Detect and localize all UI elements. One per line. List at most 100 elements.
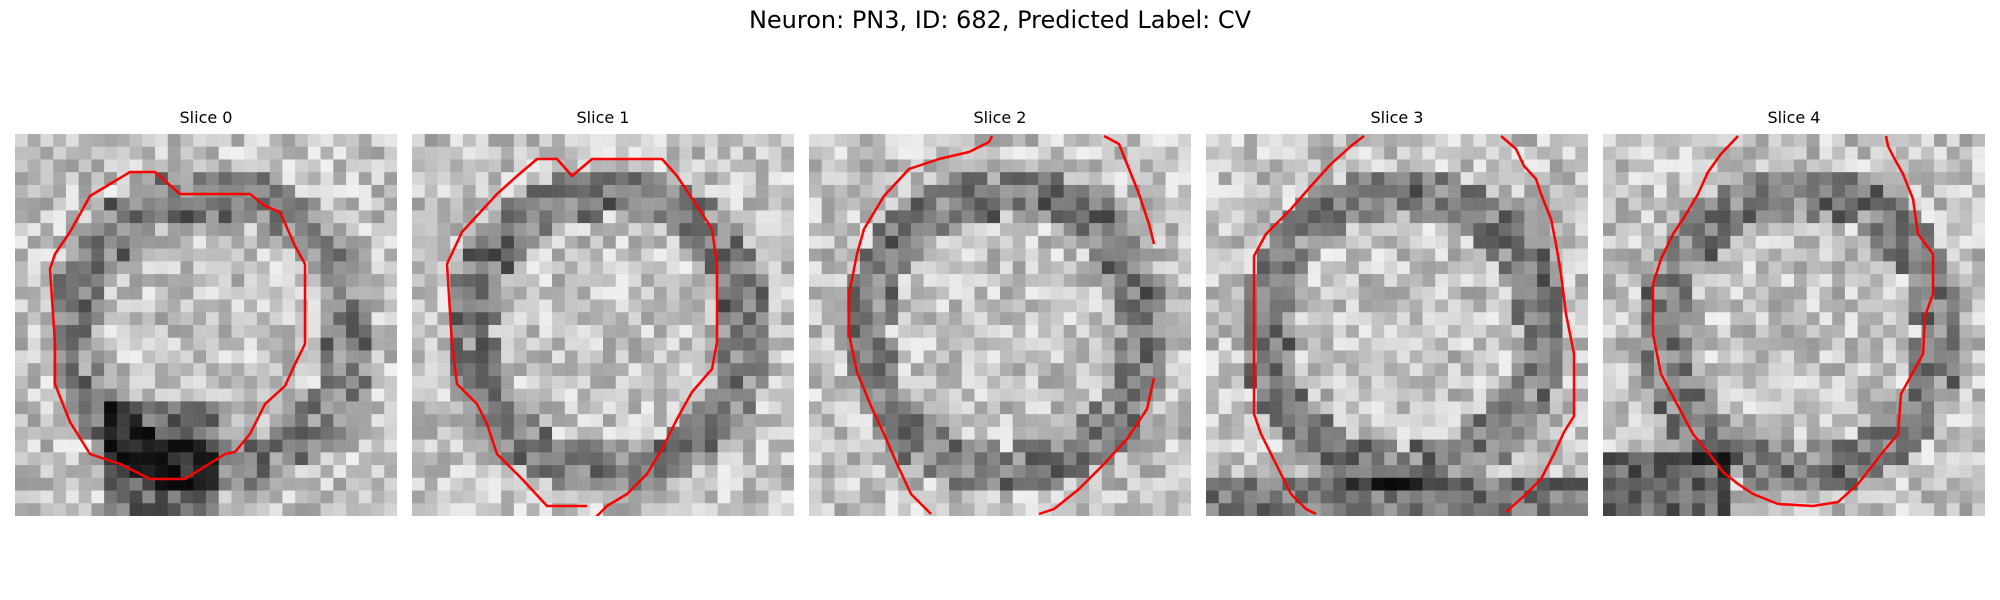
pixel-cell: [679, 159, 693, 173]
pixel-cell: [346, 325, 360, 339]
pixel-cell: [450, 184, 464, 198]
pixel-cell: [628, 363, 642, 377]
pixel-cell: [1628, 172, 1642, 186]
pixel-cell: [1346, 401, 1360, 415]
pixel-cell: [1447, 261, 1461, 275]
pixel-cell: [104, 363, 118, 377]
pixel-cell: [513, 388, 527, 402]
pixel-cell: [834, 134, 848, 148]
pixel-cell: [1486, 337, 1500, 351]
pixel-cell: [603, 235, 617, 249]
pixel-cell: [1256, 465, 1270, 479]
pixel-cell: [961, 248, 975, 262]
pixel-cell: [1256, 452, 1270, 466]
pixel-cell: [320, 503, 334, 516]
pixel-cell: [1524, 426, 1538, 440]
pixel-cell: [1114, 465, 1128, 479]
pixel-cell: [1076, 210, 1090, 224]
pixel-cell: [1781, 337, 1795, 351]
pixel-cell: [218, 426, 232, 440]
pixel-cell: [1231, 363, 1245, 377]
pixel-cell: [1307, 452, 1321, 466]
pixel-cell: [1473, 325, 1487, 339]
pixel-cell: [1358, 477, 1372, 491]
pixel-cell: [1755, 197, 1769, 211]
pixel-cell: [1768, 452, 1782, 466]
pixel-cell: [1641, 465, 1655, 479]
pixel-cell: [1832, 248, 1846, 262]
pixel-cell: [910, 286, 924, 300]
pixel-cell: [1946, 312, 1960, 326]
pixel-cell: [1653, 286, 1667, 300]
pixel-cell: [1575, 197, 1588, 211]
pixel-cell: [1089, 426, 1103, 440]
pixel-cell: [65, 325, 79, 339]
pixel-cell: [564, 337, 578, 351]
pixel-cell: [755, 261, 769, 275]
pixel-cell: [1537, 223, 1551, 237]
pixel-cell: [1244, 490, 1258, 504]
pixel-cell: [1000, 286, 1014, 300]
pixel-cell: [1231, 172, 1245, 186]
pixel-cell: [1000, 401, 1014, 415]
pixel-cell: [488, 452, 502, 466]
pixel-cell: [180, 503, 194, 516]
pixel-cell: [1384, 184, 1398, 198]
pixel-cell: [1628, 223, 1642, 237]
pixel-cell: [1025, 477, 1039, 491]
pixel-cell: [1755, 363, 1769, 377]
pixel-cell: [1549, 465, 1563, 479]
pixel-cell: [1114, 414, 1128, 428]
pixel-cell: [961, 325, 975, 339]
pixel-cell: [358, 388, 372, 402]
pixel-cell: [590, 337, 604, 351]
pixel-cell: [1908, 274, 1922, 288]
pixel-cell: [590, 426, 604, 440]
pixel-cell: [1781, 286, 1795, 300]
pixel-cell: [768, 490, 782, 504]
pixel-cell: [371, 375, 385, 389]
pixel-cell: [412, 477, 426, 491]
pixel-cell: [1089, 388, 1103, 402]
pixel-cell: [1628, 274, 1642, 288]
pixel-cell: [1946, 401, 1960, 415]
pixel-cell: [1320, 503, 1334, 516]
pixel-cell: [501, 197, 515, 211]
pixel-cell: [1333, 350, 1347, 364]
pixel-cell: [1794, 146, 1808, 160]
pixel-cell: [859, 274, 873, 288]
pixel-cell: [1895, 452, 1909, 466]
pixel-cell: [1755, 274, 1769, 288]
pixel-cell: [910, 426, 924, 440]
pixel-cell: [910, 452, 924, 466]
pixel-cell: [475, 439, 489, 453]
pixel-cell: [1435, 299, 1449, 313]
pixel-cell: [1895, 401, 1909, 415]
pixel-cell: [1832, 261, 1846, 275]
pixel-cell: [1575, 325, 1588, 339]
pixel-cell: [755, 146, 769, 160]
pixel-cell: [1641, 503, 1655, 516]
pixel-cell: [1730, 197, 1744, 211]
pixel-cell: [1422, 172, 1436, 186]
pixel-cell: [1615, 388, 1629, 402]
pixel-cell: [1076, 503, 1090, 516]
pixel-cell: [155, 350, 169, 364]
pixel-cell: [1114, 388, 1128, 402]
pixel-cell: [910, 350, 924, 364]
pixel-cell: [488, 401, 502, 415]
pixel-cell: [961, 223, 975, 237]
pixel-cell: [1743, 465, 1757, 479]
pixel-cell: [1575, 159, 1588, 173]
pixel-cell: [1165, 465, 1179, 479]
pixel-cell: [552, 477, 566, 491]
pixel-cell: [1114, 235, 1128, 249]
pixel-cell: [218, 350, 232, 364]
pixel-cell: [462, 477, 476, 491]
pixel-cell: [295, 184, 309, 198]
pixel-cell: [1959, 286, 1973, 300]
pixel-cell: [590, 146, 604, 160]
pixel-cell: [53, 490, 67, 504]
pixel-cell: [244, 388, 258, 402]
pixel-cell: [269, 197, 283, 211]
